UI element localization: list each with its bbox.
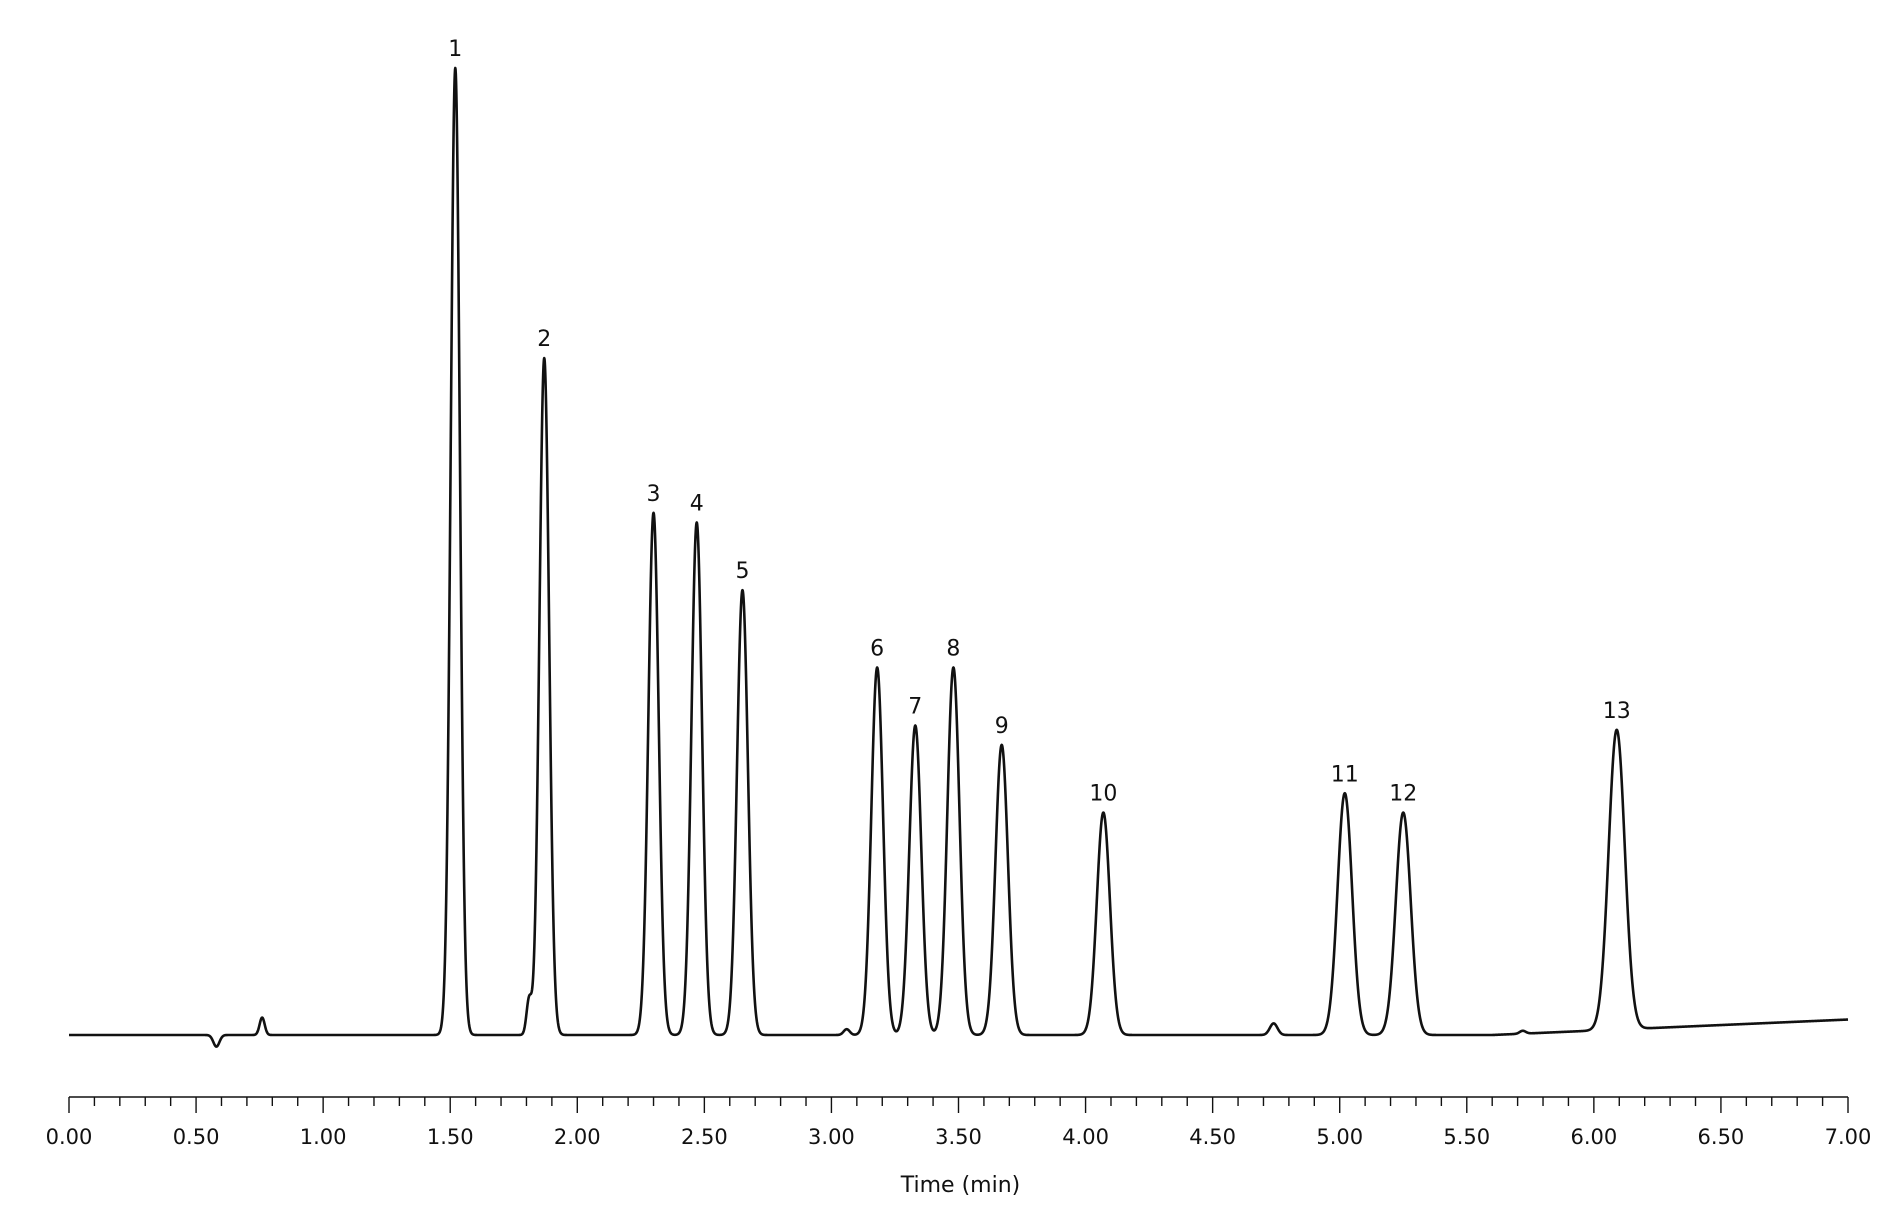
- x-tick-label: 5.50: [1443, 1125, 1490, 1149]
- peak-label-8: 8: [946, 637, 960, 662]
- peak-label-13: 13: [1603, 699, 1631, 724]
- x-tick-label: 4.50: [1189, 1125, 1236, 1149]
- x-axis: 0.00 0.50 1.00 1.50 2.00 2.50 3.00 3.50 4.00 4.50…: [46, 1096, 1872, 1149]
- chromatogram-trace: [67, 66, 1850, 1048]
- peak-label-6: 6: [870, 637, 884, 662]
- plot-area: [67, 66, 1850, 1048]
- x-tick-label: 0.00: [46, 1125, 93, 1149]
- x-tick-label: 6.50: [1698, 1125, 1745, 1149]
- peak-label-10: 10: [1089, 782, 1117, 807]
- peak-label-1: 1: [448, 37, 462, 62]
- peak-label-4: 4: [690, 491, 704, 516]
- x-tick-label: 1.50: [427, 1125, 474, 1149]
- peak-label-12: 12: [1389, 782, 1417, 807]
- x-axis-tick-labels: 0.00 0.50 1.00 1.50 2.00 2.50 3.00 3.50 4.00 4.50…: [46, 1125, 1872, 1149]
- peak-label-2: 2: [537, 327, 551, 352]
- x-tick-label: 1.00: [300, 1125, 347, 1149]
- x-tick-label: 2.00: [554, 1125, 601, 1149]
- peak-label-7: 7: [908, 695, 922, 720]
- peak-label-3: 3: [647, 482, 661, 507]
- x-tick-label: 3.00: [808, 1125, 855, 1149]
- peak-label-11: 11: [1331, 762, 1359, 787]
- x-axis-ticks: [68, 1097, 1849, 1113]
- x-tick-label: 5.00: [1316, 1125, 1363, 1149]
- x-axis-title: Time (min): [900, 1173, 1021, 1198]
- x-tick-label: 2.50: [681, 1125, 728, 1149]
- x-tick-label: 4.00: [1062, 1125, 1109, 1149]
- x-tick-label: 0.50: [173, 1125, 220, 1149]
- peak-label-5: 5: [735, 559, 749, 584]
- x-tick-label: 3.50: [935, 1125, 982, 1149]
- x-tick-label: 7.00: [1825, 1125, 1872, 1149]
- peak-label-9: 9: [995, 714, 1009, 739]
- x-tick-label: 6.00: [1570, 1125, 1617, 1149]
